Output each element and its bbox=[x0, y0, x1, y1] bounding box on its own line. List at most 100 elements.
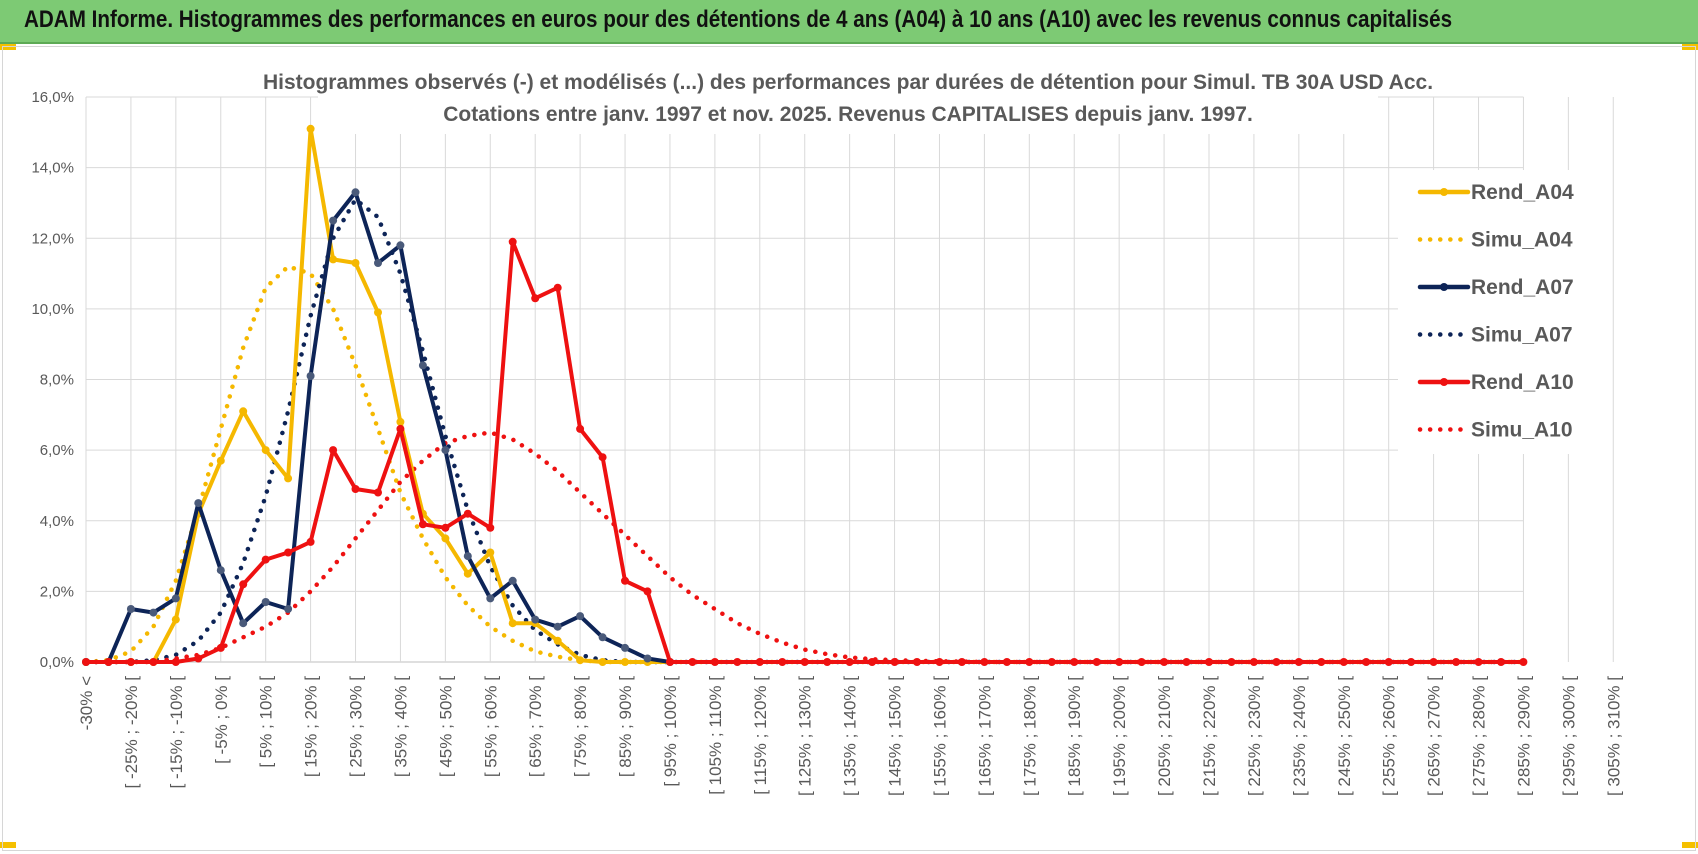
series-point-Rend_A10 bbox=[104, 658, 113, 666]
x-tick-label: [ 155% ; 160% [ bbox=[930, 676, 949, 796]
series-point-Rend_A07 bbox=[351, 188, 360, 197]
series-point-Rend_A07 bbox=[216, 566, 225, 575]
legend-label-Simu_A07: Simu_A07 bbox=[1471, 324, 1573, 347]
corner-mark bbox=[1682, 842, 1698, 848]
series-point-Rend_A10 bbox=[913, 658, 921, 666]
y-tick-label: 14,0% bbox=[31, 160, 74, 177]
series-point-Rend_A04 bbox=[621, 658, 629, 666]
series-point-Rend_A10 bbox=[1407, 658, 1416, 666]
chart-title-line1: Histogrammes observés (-) et modélisés (… bbox=[263, 71, 1433, 94]
series-point-Rend_A10 bbox=[418, 520, 427, 529]
x-tick-label: [ 225% ; 230% [ bbox=[1245, 676, 1264, 796]
legend-label-Simu_A10: Simu_A10 bbox=[1471, 419, 1573, 442]
series-point-Rend_A07 bbox=[553, 622, 562, 631]
series-point-Rend_A10 bbox=[1182, 658, 1191, 666]
legend-marker-Rend_A04 bbox=[1440, 188, 1448, 196]
series-point-Rend_A07 bbox=[194, 499, 203, 508]
x-tick-label: [ 15% ; 20% [ bbox=[302, 676, 321, 777]
series-point-Rend_A10 bbox=[823, 658, 832, 666]
x-tick-label: [ 305% ; 310% [ bbox=[1604, 676, 1623, 796]
x-tick-label: [ 35% ; 40% [ bbox=[391, 676, 410, 777]
series-point-Rend_A07 bbox=[374, 259, 382, 267]
x-tick-label: [ 85% ; 90% [ bbox=[616, 676, 635, 777]
y-tick-label: 16,0% bbox=[31, 89, 74, 106]
series-point-Rend_A10 bbox=[1249, 658, 1258, 666]
legend-background bbox=[1398, 170, 1578, 454]
series-point-Rend_A10 bbox=[284, 548, 293, 557]
series-point-Rend_A10 bbox=[1047, 658, 1056, 666]
series-point-Rend_A04 bbox=[351, 259, 360, 267]
series-point-Rend_A07 bbox=[643, 654, 652, 663]
series-line-Simu_A10 bbox=[83, 430, 1526, 665]
x-tick-label: [ 215% ; 220% [ bbox=[1200, 676, 1219, 796]
series-point-Rend_A07 bbox=[261, 598, 270, 606]
x-tick-label: [ 145% ; 150% [ bbox=[886, 676, 905, 796]
series-point-Rend_A07 bbox=[463, 552, 472, 561]
legend-marker-Rend_A10 bbox=[1440, 378, 1448, 386]
x-tick-label: [ 185% ; 190% [ bbox=[1065, 676, 1084, 796]
series-point-Rend_A10 bbox=[351, 485, 360, 493]
x-tick-label: [ 205% ; 210% [ bbox=[1155, 676, 1174, 796]
series-point-Rend_A04 bbox=[374, 308, 382, 317]
series-point-Rend_A10 bbox=[1160, 658, 1169, 666]
x-tick-label: [ 115% ; 120% [ bbox=[751, 676, 770, 795]
series-point-Rend_A10 bbox=[261, 555, 270, 564]
series-point-Rend_A10 bbox=[82, 658, 90, 666]
series-point-Rend_A10 bbox=[1070, 658, 1079, 666]
series-point-Rend_A10 bbox=[194, 654, 203, 663]
x-tick-label: [ 255% ; 260% [ bbox=[1380, 676, 1399, 796]
series-point-Rend_A10 bbox=[1294, 658, 1303, 666]
series-point-Rend_A10 bbox=[329, 446, 338, 455]
series-point-Rend_A10 bbox=[553, 283, 562, 292]
series-point-Rend_A04 bbox=[463, 569, 472, 578]
series-point-Rend_A10 bbox=[710, 658, 719, 666]
series-point-Rend_A04 bbox=[486, 548, 495, 557]
series-point-Rend_A10 bbox=[149, 658, 158, 666]
series-point-Rend_A10 bbox=[1452, 658, 1461, 666]
legend-label-Rend_A04: Rend_A04 bbox=[1471, 181, 1574, 204]
series-point-Rend_A04 bbox=[306, 124, 315, 133]
series-point-Rend_A04 bbox=[216, 456, 225, 465]
y-tick-label: 4,0% bbox=[40, 513, 74, 530]
series-point-Rend_A10 bbox=[239, 580, 248, 589]
x-tick-label: [ 55% ; 60% [ bbox=[481, 676, 500, 777]
series-point-Rend_A10 bbox=[171, 658, 180, 666]
series-point-Rend_A10 bbox=[306, 537, 315, 546]
series-point-Rend_A04 bbox=[329, 255, 338, 264]
series-point-Rend_A10 bbox=[1429, 658, 1438, 666]
chart-frame bbox=[2, 46, 1696, 851]
corner-mark bbox=[1682, 44, 1698, 50]
series-point-Rend_A10 bbox=[845, 658, 854, 666]
x-tick-label: [ 75% ; 80% [ bbox=[571, 676, 590, 777]
series-point-Rend_A04 bbox=[396, 417, 405, 426]
series-point-Rend_A07 bbox=[598, 633, 607, 642]
series-point-Rend_A10 bbox=[508, 237, 517, 246]
series-point-Rend_A07 bbox=[306, 372, 315, 380]
legend-label-Simu_A04: Simu_A04 bbox=[1471, 229, 1573, 252]
series-point-Rend_A10 bbox=[800, 658, 809, 666]
x-tick-label: [ 65% ; 70% [ bbox=[526, 676, 545, 777]
banner-title: ADAM Informe. Histogrammes des performan… bbox=[24, 6, 1453, 33]
x-tick-label: [ -15% ; -10% [ bbox=[167, 676, 186, 789]
series-point-Rend_A04 bbox=[284, 474, 293, 483]
y-tick-label: 12,0% bbox=[31, 230, 74, 247]
x-tick-label: [ -5% ; 0% [ bbox=[212, 676, 231, 764]
x-tick-label: [ 295% ; 300% [ bbox=[1559, 676, 1578, 796]
x-tick-label: [ 265% ; 270% [ bbox=[1425, 676, 1444, 796]
series-point-Rend_A10 bbox=[441, 523, 450, 532]
x-tick-label: [ 235% ; 240% [ bbox=[1290, 676, 1309, 796]
series-point-Rend_A10 bbox=[374, 488, 382, 497]
y-tick-label: 0,0% bbox=[40, 654, 74, 671]
series-point-Rend_A04 bbox=[239, 407, 248, 416]
x-tick-label: [ 105% ; 110% [ bbox=[706, 676, 725, 795]
series-point-Rend_A10 bbox=[1227, 658, 1236, 666]
series-group bbox=[82, 124, 1528, 666]
series-point-Rend_A10 bbox=[1339, 658, 1348, 666]
x-tick-label: [ 165% ; 170% [ bbox=[975, 676, 994, 796]
legend-marker-Rend_A07 bbox=[1440, 283, 1448, 291]
series-point-Rend_A10 bbox=[531, 294, 540, 303]
series-point-Rend_A07 bbox=[576, 612, 585, 621]
series-point-Rend_A10 bbox=[957, 658, 966, 666]
legend-label-Rend_A10: Rend_A10 bbox=[1471, 371, 1574, 394]
series-point-Rend_A10 bbox=[1474, 658, 1483, 666]
